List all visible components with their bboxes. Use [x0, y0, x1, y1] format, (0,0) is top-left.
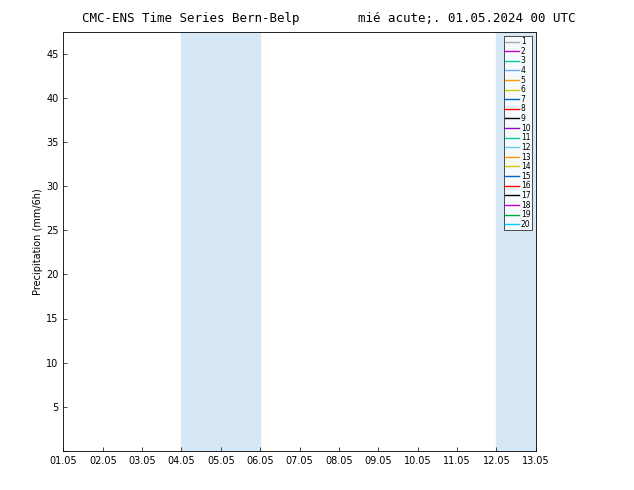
- Y-axis label: Precipitation (mm/6h): Precipitation (mm/6h): [33, 188, 43, 294]
- Bar: [181, 32, 260, 451]
- Bar: [496, 32, 536, 451]
- Text: CMC-ENS Time Series Bern-Belp: CMC-ENS Time Series Bern-Belp: [82, 12, 300, 25]
- Legend: 1, 2, 3, 4, 5, 6, 7, 8, 9, 10, 11, 12, 13, 14, 15, 16, 17, 18, 19, 20: 1, 2, 3, 4, 5, 6, 7, 8, 9, 10, 11, 12, 1…: [504, 36, 532, 230]
- Text: mié acute;. 01.05.2024 00 UTC: mié acute;. 01.05.2024 00 UTC: [358, 12, 576, 25]
